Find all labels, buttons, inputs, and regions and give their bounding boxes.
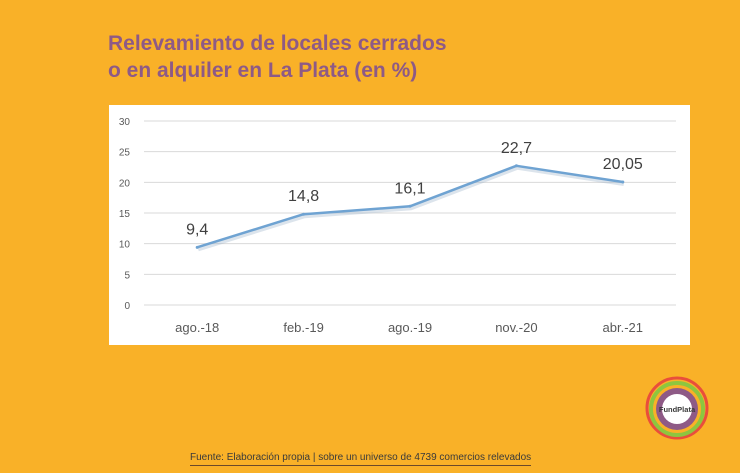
- x-tick-label: ago.-18: [175, 320, 219, 335]
- logo-text: FundPlata: [659, 405, 696, 414]
- x-tick-label: ago.-19: [388, 320, 432, 335]
- data-label: 14,8: [288, 188, 319, 205]
- y-tick-label: 20: [119, 178, 131, 189]
- y-tick-label: 30: [119, 117, 131, 128]
- y-tick-label: 15: [119, 209, 131, 220]
- data-label: 20,05: [603, 156, 643, 173]
- source-note: Fuente: Elaboración propia | sobre un un…: [190, 452, 532, 466]
- data-point: [408, 204, 412, 208]
- series-line-shadow: [197, 165, 625, 252]
- y-tick-label: 0: [124, 301, 130, 312]
- line-chart: 0 5 10 15 20 25 30 ago.-18 feb.-19 ago.-19 nov.-20…: [119, 117, 676, 335]
- data-point: [302, 212, 306, 216]
- x-tick-label: abr.-21: [603, 320, 643, 335]
- x-tick-label: feb.-19: [283, 320, 323, 335]
- fundplata-logo: FundPlata: [645, 376, 709, 440]
- data-point: [514, 164, 518, 168]
- data-point: [195, 245, 199, 249]
- y-tick-label: 5: [124, 270, 130, 281]
- chart-panel: 0 5 10 15 20 25 30 ago.-18 feb.-19 ago.-19 nov.-20…: [109, 105, 690, 345]
- chart-title-line-2: o en alquiler en La Plata (en %): [108, 59, 418, 82]
- x-tick-label: nov.-20: [495, 320, 537, 335]
- y-tick-label: 25: [119, 148, 131, 159]
- data-label: 22,7: [501, 140, 532, 157]
- data-point: [621, 180, 625, 184]
- chart-title-line-1: Relevamiento de locales cerrados: [108, 32, 447, 55]
- y-tick-label: 10: [119, 240, 131, 251]
- data-label: 16,1: [394, 180, 425, 197]
- chart-title: Relevamiento de locales cerrados o en al…: [108, 30, 447, 84]
- data-label: 9,4: [186, 221, 208, 238]
